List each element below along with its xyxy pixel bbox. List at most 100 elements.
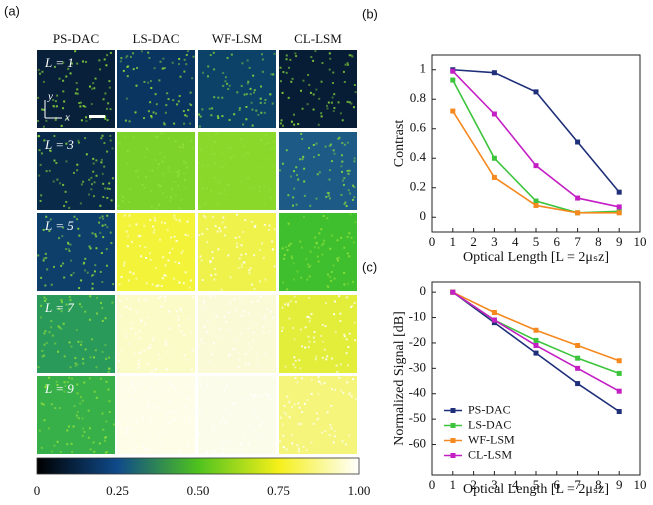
speckle	[71, 451, 73, 453]
speckle	[164, 123, 166, 125]
speckle	[214, 296, 216, 298]
marker	[617, 190, 622, 195]
speckle	[298, 448, 300, 450]
speckle	[268, 322, 270, 324]
speckle	[231, 54, 233, 56]
speckle	[331, 388, 333, 390]
speckle	[290, 175, 292, 177]
speckle	[183, 354, 185, 356]
speckle	[126, 66, 128, 68]
speckle	[244, 94, 246, 96]
speckle	[308, 316, 310, 318]
speckle	[158, 204, 160, 206]
speckle	[207, 65, 209, 67]
speckle	[354, 339, 356, 341]
speckle	[51, 403, 53, 405]
y-tick-label: 0.8	[410, 90, 426, 105]
speckle	[282, 163, 284, 165]
marker	[534, 89, 539, 94]
speckle	[144, 246, 146, 248]
speckle	[252, 428, 254, 430]
speckle	[347, 173, 349, 175]
speckle	[165, 343, 167, 345]
speckle	[129, 188, 131, 190]
speckle	[162, 68, 164, 70]
speckle	[77, 341, 79, 343]
speckle	[204, 202, 206, 204]
speckle	[236, 243, 238, 245]
speckle	[173, 217, 175, 219]
speckle	[213, 424, 215, 426]
speckle	[241, 266, 243, 268]
speckle	[334, 389, 336, 391]
speckle	[91, 288, 93, 290]
speckle	[308, 341, 310, 343]
speckle	[352, 281, 354, 283]
speckle	[51, 284, 53, 286]
speckle	[76, 63, 78, 65]
speckle	[234, 338, 236, 340]
speckle	[313, 109, 315, 111]
marker	[575, 366, 580, 371]
speckle	[102, 236, 104, 238]
speckle	[154, 405, 156, 407]
speckle	[293, 188, 295, 190]
speckle	[291, 255, 293, 257]
speckle	[178, 173, 180, 175]
speckle	[333, 441, 335, 443]
speckle	[302, 108, 304, 110]
speckle	[308, 297, 310, 299]
speckle	[122, 196, 124, 198]
speckle	[150, 87, 152, 89]
speckle	[210, 190, 212, 192]
speckle	[271, 148, 273, 150]
speckle	[41, 108, 43, 110]
speckle	[92, 232, 94, 234]
speckle	[128, 201, 130, 203]
speckle	[134, 449, 136, 451]
speckle	[224, 226, 226, 228]
speckle	[294, 403, 296, 405]
speckle	[77, 411, 79, 413]
speckle	[159, 152, 161, 154]
speckle	[174, 418, 176, 420]
speckle	[174, 261, 176, 263]
speckle	[198, 162, 200, 164]
speckle	[272, 248, 274, 250]
speckle	[147, 316, 149, 318]
speckle	[349, 170, 351, 172]
speckle	[104, 344, 106, 346]
speckle	[96, 397, 98, 399]
speckle	[254, 394, 256, 396]
speckle	[82, 358, 84, 360]
speckle	[291, 257, 293, 259]
speckle	[78, 142, 80, 144]
speckle	[178, 207, 180, 209]
speckle	[136, 67, 138, 69]
speckle	[301, 411, 303, 413]
speckle	[185, 63, 187, 65]
speckle	[222, 72, 224, 74]
speckle	[173, 181, 175, 183]
speckle	[274, 53, 276, 55]
speckle	[61, 235, 63, 237]
speckle	[104, 187, 106, 189]
speckle	[307, 263, 309, 265]
y-tick-label: 0	[420, 283, 427, 298]
speckle	[213, 449, 215, 451]
speckle	[79, 105, 81, 107]
plot-frame	[432, 282, 640, 475]
speckle	[230, 147, 232, 149]
speckle	[305, 326, 307, 328]
speckle	[184, 179, 186, 181]
speckle	[240, 314, 242, 316]
speckle	[289, 59, 291, 61]
speckle	[292, 327, 294, 329]
speckle	[221, 222, 223, 224]
speckle	[268, 229, 270, 231]
speckle	[199, 125, 201, 127]
speckle	[217, 230, 219, 232]
speckle	[321, 81, 323, 83]
axis-label: y	[47, 91, 53, 103]
speckle	[316, 418, 318, 420]
